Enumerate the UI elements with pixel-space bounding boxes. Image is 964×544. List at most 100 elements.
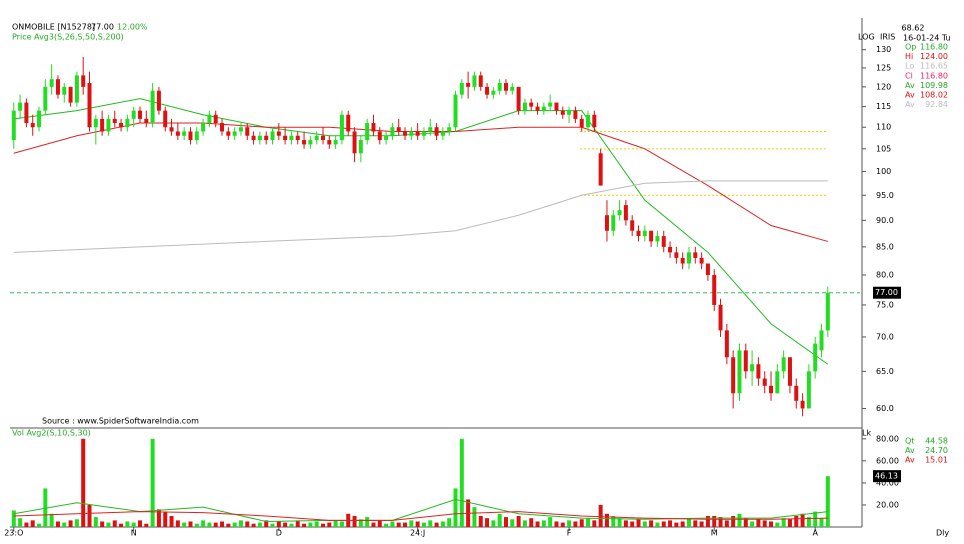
candle-body xyxy=(762,378,767,386)
y-tick-label: 100 xyxy=(876,167,891,176)
volume-bar xyxy=(270,523,275,527)
candle-body xyxy=(119,123,124,128)
volume-bar xyxy=(403,522,408,527)
volume-bar xyxy=(491,520,496,527)
candle-body xyxy=(415,131,420,136)
candle-body xyxy=(93,118,98,128)
candle-body xyxy=(213,114,218,124)
volume-bar xyxy=(522,520,527,527)
volume-bar xyxy=(781,518,786,527)
volume-bar xyxy=(510,519,515,527)
candle-body xyxy=(409,131,414,136)
volume-bar xyxy=(680,521,685,527)
candle-body xyxy=(55,79,60,95)
candle-body xyxy=(11,110,16,141)
volume-bar xyxy=(308,522,313,527)
volume-bar xyxy=(516,515,521,527)
volume-bar xyxy=(598,504,603,527)
candle-body xyxy=(270,131,275,141)
candle-body xyxy=(686,252,691,264)
volume-bar xyxy=(144,523,149,527)
candle-body xyxy=(434,127,439,136)
x-tick-label: 24:J xyxy=(410,529,425,538)
volume-bar xyxy=(718,517,723,527)
info-label: Hi xyxy=(905,52,913,61)
candle-body xyxy=(630,220,635,231)
info-value: 116.80 xyxy=(920,71,948,80)
candle-body xyxy=(131,110,136,119)
candle-body xyxy=(346,114,351,132)
volume-bar xyxy=(18,518,23,527)
candle-body xyxy=(693,252,698,258)
candle-body xyxy=(421,131,426,136)
volume-bar xyxy=(333,520,338,527)
candle-body xyxy=(396,127,401,132)
y-tick-label: 105 xyxy=(876,144,891,153)
candle-body xyxy=(37,110,42,128)
info-value: 24.70 xyxy=(925,446,948,455)
volume-bar xyxy=(93,517,98,527)
volume-bar xyxy=(453,488,458,527)
volume-bar xyxy=(68,520,73,527)
volume-bar xyxy=(655,522,660,527)
candle-body xyxy=(573,110,578,119)
candle-body xyxy=(276,131,281,136)
info-value: 124.00 xyxy=(920,52,948,61)
corner-label: Lk xyxy=(862,429,871,438)
volume-bar xyxy=(163,511,168,527)
volume-bar xyxy=(699,521,704,527)
volume-bar xyxy=(283,522,288,527)
volume-bar xyxy=(384,523,389,527)
candle-body xyxy=(333,140,338,145)
volume-bar xyxy=(813,511,818,527)
candle-body xyxy=(497,83,502,91)
volume-bar xyxy=(674,522,679,527)
candle-body xyxy=(302,140,307,145)
volume-marker-box xyxy=(873,470,901,483)
volume-bar xyxy=(586,518,591,527)
candle-body xyxy=(705,263,710,275)
volume-subtitle: Vol Avg2(S,10,S,30) xyxy=(12,429,91,438)
candle-body xyxy=(800,400,805,409)
candle-body xyxy=(579,118,584,128)
average-line xyxy=(13,498,828,522)
candle-body xyxy=(365,123,370,141)
y-tick-label: 115 xyxy=(876,102,891,111)
info-label: Av xyxy=(905,81,915,90)
volume-bar xyxy=(428,520,433,527)
candle-body xyxy=(112,118,117,124)
info-value: 44.58 xyxy=(925,437,948,446)
volume-bar xyxy=(623,520,628,527)
candle-body xyxy=(308,140,313,145)
last-price: 77.00 xyxy=(91,23,114,32)
candle-body xyxy=(24,102,29,124)
candle-body xyxy=(18,102,23,111)
volume-bar xyxy=(49,513,54,527)
candle-body xyxy=(554,102,559,111)
candle-body xyxy=(68,86,73,103)
volume-bar xyxy=(440,521,445,527)
info-value: 116.80 xyxy=(920,43,948,52)
volume-bar xyxy=(712,515,717,527)
candle-body xyxy=(201,123,206,132)
volume-bar xyxy=(175,520,180,527)
candle-body xyxy=(680,257,685,264)
volume-bar xyxy=(775,522,780,527)
info-label: Av xyxy=(905,446,915,455)
candle-body xyxy=(447,127,452,132)
volume-bar xyxy=(661,521,666,527)
candle-body xyxy=(245,127,250,136)
candle-body xyxy=(724,330,729,358)
volume-bar xyxy=(560,522,565,527)
volume-bar xyxy=(535,521,540,527)
volume-bar xyxy=(264,520,269,527)
candle-body xyxy=(775,371,780,394)
candle-body xyxy=(459,83,464,95)
volume-bar xyxy=(554,521,559,527)
volume-bar xyxy=(642,521,647,527)
volume-bar xyxy=(548,517,553,527)
volume-bar xyxy=(579,519,584,527)
scale-label: LOG xyxy=(858,33,875,42)
candle-body xyxy=(655,236,660,242)
